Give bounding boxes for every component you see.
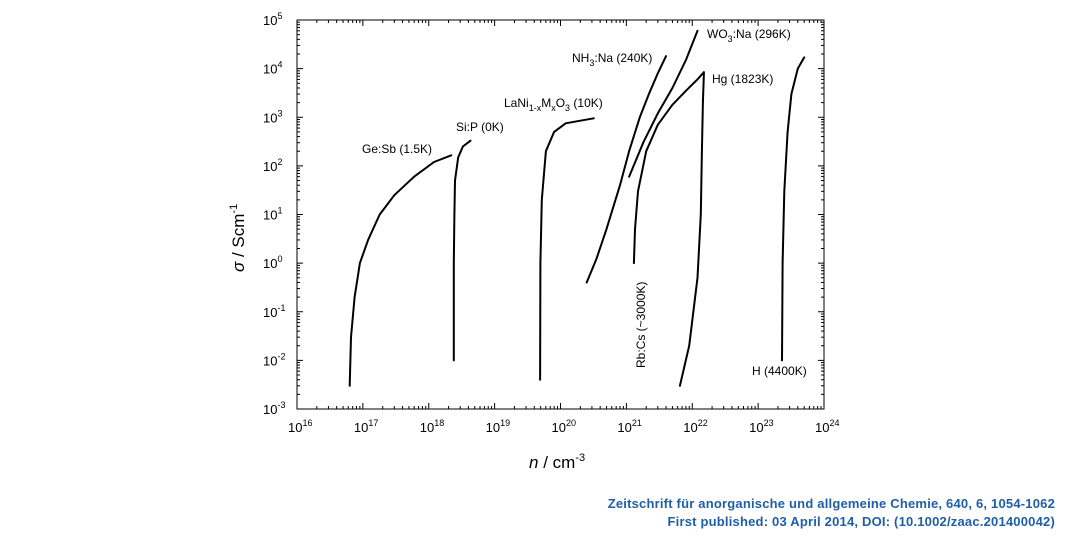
y-tick-label: 10-2 xyxy=(263,351,285,368)
y-tick-label: 100 xyxy=(263,254,282,271)
series-curves xyxy=(348,29,806,387)
series-curve-4 xyxy=(628,29,699,178)
x-tick-label: 1022 xyxy=(683,418,707,435)
series-curve-1 xyxy=(452,139,472,362)
series-curve-6 xyxy=(678,72,705,387)
y-tick-label: 10-3 xyxy=(263,400,285,417)
x-tick-label: 1021 xyxy=(617,418,641,435)
x-tick-label: 1019 xyxy=(486,418,510,435)
label-rbcs: Rb:Cs (~3000K) xyxy=(634,282,648,368)
y-tick-labels: 10-3 10-2 10-1 100 101 102 103 104 105 xyxy=(263,11,285,417)
citation-journal: Zeitschrift für anorganische und allgeme… xyxy=(607,496,1055,511)
y-tick-label: 104 xyxy=(263,60,282,77)
x-tick-label: 1023 xyxy=(749,418,773,435)
y-tick-label: 105 xyxy=(263,11,282,28)
axis-ticks xyxy=(296,19,825,410)
y-tick-label: 102 xyxy=(263,157,282,174)
y-axis-title: σ / Scm-1 xyxy=(228,204,248,272)
x-tick-label: 1020 xyxy=(552,418,576,435)
x-tick-label: 1024 xyxy=(815,418,839,435)
series-curve-7 xyxy=(781,56,806,362)
label-lani: LaNi1-xMxO3 (10K) xyxy=(504,96,603,113)
citation-doi: First published: 03 April 2014, DOI: (10… xyxy=(667,514,1055,529)
y-tick-label: 10-1 xyxy=(263,303,285,320)
label-sip: Si:P (0K) xyxy=(456,120,504,134)
label-h: H (4400K) xyxy=(752,364,807,378)
label-hg: Hg (1823K) xyxy=(712,72,773,86)
series-curve-2 xyxy=(539,117,595,381)
label-wo3na: WO3:Na (296K) xyxy=(707,27,791,44)
series-curve-5 xyxy=(632,71,705,265)
x-tick-label: 1018 xyxy=(420,418,444,435)
y-tick-label: 103 xyxy=(263,108,282,125)
series-curve-0 xyxy=(348,154,453,387)
y-tick-label: 101 xyxy=(263,206,282,223)
x-tick-label: 1017 xyxy=(354,418,378,435)
x-tick-label: 1016 xyxy=(288,418,312,435)
label-gesb: Ge:Sb (1.5K) xyxy=(362,142,432,156)
series-curve-3 xyxy=(585,55,667,284)
x-axis-title: n / cm-3 xyxy=(529,452,585,472)
label-nh3na: NH3:Na (240K) xyxy=(572,51,652,68)
x-tick-labels: 1016 1017 1018 1019 1020 1021 1022 1023 1024 xyxy=(288,418,839,435)
